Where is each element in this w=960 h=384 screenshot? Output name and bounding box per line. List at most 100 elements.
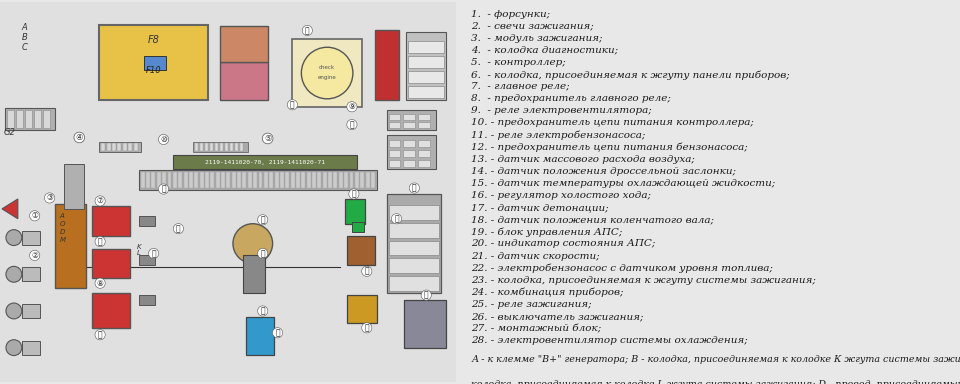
Bar bbox=[25, 110, 32, 127]
Bar bbox=[34, 110, 40, 127]
Text: ⑩: ⑩ bbox=[160, 135, 167, 144]
Bar bbox=[408, 71, 444, 83]
Bar bbox=[371, 172, 375, 188]
Bar bbox=[404, 300, 446, 348]
Bar bbox=[419, 160, 430, 167]
Bar bbox=[139, 255, 155, 265]
Text: M: M bbox=[60, 237, 65, 243]
Bar bbox=[345, 199, 365, 224]
Bar bbox=[389, 205, 439, 220]
Circle shape bbox=[6, 303, 22, 319]
Bar bbox=[406, 32, 446, 100]
Text: ⑭: ⑭ bbox=[260, 215, 265, 224]
Text: 20. - индикатор состояния АПС;: 20. - индикатор состояния АПС; bbox=[471, 240, 656, 248]
Bar bbox=[16, 110, 23, 127]
Bar bbox=[389, 160, 400, 167]
Bar bbox=[193, 142, 248, 152]
Bar bbox=[201, 144, 204, 151]
Bar bbox=[99, 25, 208, 100]
Bar bbox=[243, 255, 265, 293]
Bar bbox=[403, 114, 416, 120]
Bar bbox=[42, 110, 50, 127]
Bar bbox=[139, 170, 376, 190]
Text: ④: ④ bbox=[76, 133, 84, 142]
Bar bbox=[225, 144, 228, 151]
Text: 26. - выключатель зажигания;: 26. - выключатель зажигания; bbox=[471, 312, 643, 321]
Bar bbox=[92, 293, 130, 328]
Text: 27. - монтажный блок;: 27. - монтажный блок; bbox=[471, 324, 601, 333]
Bar bbox=[235, 144, 238, 151]
Text: 12. - предохранитель цепи питания бензонасоса;: 12. - предохранитель цепи питания бензон… bbox=[471, 143, 748, 152]
Bar bbox=[403, 151, 416, 157]
Text: 19. - блок управления АПС;: 19. - блок управления АПС; bbox=[471, 227, 622, 237]
Bar bbox=[419, 141, 430, 147]
Bar bbox=[419, 114, 430, 120]
Bar bbox=[419, 151, 430, 157]
Bar bbox=[387, 134, 436, 169]
Bar bbox=[347, 236, 374, 265]
Bar bbox=[117, 144, 121, 151]
Circle shape bbox=[6, 340, 22, 356]
Text: 1.  - форсунки;: 1. - форсунки; bbox=[471, 10, 550, 18]
Bar bbox=[139, 216, 155, 226]
Text: ㉘: ㉘ bbox=[424, 291, 428, 300]
Bar bbox=[7, 110, 13, 127]
Bar bbox=[221, 172, 225, 188]
Text: A: A bbox=[22, 23, 28, 32]
Text: 2119-1411020-70, 2119-1411020-71: 2119-1411020-70, 2119-1411020-71 bbox=[204, 160, 324, 165]
Text: O: O bbox=[60, 221, 65, 227]
Bar bbox=[231, 172, 236, 188]
Text: ⑱: ⑱ bbox=[365, 267, 369, 276]
Bar bbox=[389, 122, 400, 127]
Bar bbox=[312, 172, 316, 188]
Bar bbox=[22, 341, 39, 354]
Bar bbox=[64, 164, 84, 209]
Text: ③: ③ bbox=[46, 194, 53, 202]
Text: 25. - реле зажигания;: 25. - реле зажигания; bbox=[471, 300, 591, 309]
Bar bbox=[220, 62, 268, 100]
Bar bbox=[387, 194, 442, 293]
Bar bbox=[139, 295, 155, 305]
Bar bbox=[87, 196, 340, 364]
Bar bbox=[403, 122, 416, 127]
Text: 24. - комбинация приборов;: 24. - комбинация приборов; bbox=[471, 288, 624, 297]
Bar bbox=[129, 144, 132, 151]
Text: 18. - датчик положения коленчатого вала;: 18. - датчик положения коленчатого вала; bbox=[471, 215, 714, 224]
Bar bbox=[55, 204, 86, 288]
Bar bbox=[419, 122, 430, 127]
Text: ㉑: ㉑ bbox=[395, 214, 398, 223]
Bar bbox=[349, 172, 353, 188]
Text: K: K bbox=[137, 243, 141, 250]
Bar bbox=[374, 30, 398, 100]
Bar bbox=[246, 317, 274, 354]
Bar bbox=[99, 142, 141, 152]
Bar bbox=[107, 144, 110, 151]
Bar bbox=[301, 172, 305, 188]
Text: L: L bbox=[137, 250, 141, 257]
Bar bbox=[339, 172, 343, 188]
Bar bbox=[280, 172, 284, 188]
Bar bbox=[389, 223, 439, 238]
Bar bbox=[355, 172, 359, 188]
Text: F8: F8 bbox=[148, 35, 159, 45]
Text: 21. - датчик скорости;: 21. - датчик скорости; bbox=[471, 252, 600, 260]
Bar bbox=[293, 39, 362, 107]
Bar bbox=[352, 222, 364, 232]
Bar bbox=[189, 172, 193, 188]
Bar bbox=[112, 144, 116, 151]
Bar bbox=[403, 160, 416, 167]
Text: 28. - электровентилятор системы охлаждения;: 28. - электровентилятор системы охлажден… bbox=[471, 336, 748, 345]
Bar bbox=[275, 172, 278, 188]
Bar bbox=[183, 172, 187, 188]
Text: ⑮: ⑮ bbox=[260, 249, 265, 258]
Text: ⑲: ⑲ bbox=[351, 189, 356, 199]
Text: 8.  - предохранитель главного реле;: 8. - предохранитель главного реле; bbox=[471, 94, 671, 103]
Bar bbox=[366, 172, 370, 188]
Bar bbox=[285, 172, 289, 188]
Text: А - к клемме "В+" генератора; В - колодка, присоединяемая к колодке К жгута сист: А - к клемме "В+" генератора; В - колодк… bbox=[471, 355, 960, 364]
Text: ㉗: ㉗ bbox=[412, 184, 417, 192]
Text: ⑳: ⑳ bbox=[349, 120, 354, 129]
Text: 23. - колодка, присоединяемая к жгуту системы зажигания;: 23. - колодка, присоединяемая к жгуту си… bbox=[471, 276, 816, 285]
Bar bbox=[389, 258, 439, 273]
Text: 4.  - колодка диагностики;: 4. - колодка диагностики; bbox=[471, 46, 618, 55]
